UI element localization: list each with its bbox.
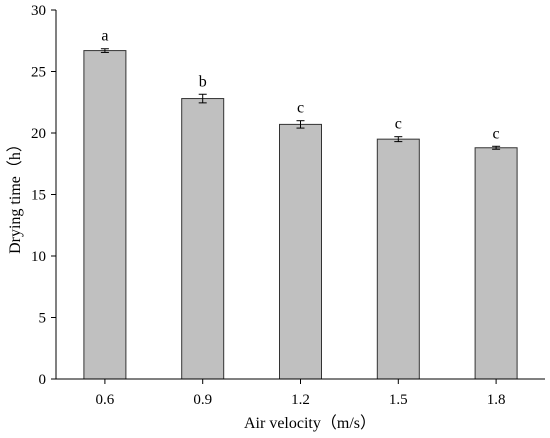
x-tick-label: 1.2 — [291, 392, 310, 408]
significance-label: b — [199, 73, 207, 90]
y-tick-label: 5 — [39, 311, 47, 327]
error-bars-layer — [100, 48, 501, 150]
y-tick-label: 0 — [39, 372, 47, 388]
y-tick-label: 15 — [31, 188, 46, 204]
significance-label: c — [493, 125, 500, 142]
y-tick-label: 10 — [31, 249, 46, 265]
bar — [279, 123, 322, 380]
significance-label: c — [297, 100, 304, 117]
axes-layer: 0.6 0.9 1.2 1.5 1.8 0 5 10 15 20 25 30 — [31, 3, 545, 408]
x-tick-label: 1.8 — [487, 392, 506, 408]
bar — [83, 50, 127, 380]
significance-label: c — [395, 116, 402, 133]
bar — [376, 138, 420, 380]
bar — [181, 98, 225, 380]
y-tick-label: 20 — [31, 126, 46, 142]
y-tick-label: 25 — [31, 65, 46, 81]
y-axis-label: Drying time（h） — [6, 136, 24, 254]
x-tick-label: 1.5 — [389, 392, 408, 408]
x-axis-label: Air velocity（m/s） — [244, 414, 376, 432]
y-tick-label: 30 — [31, 3, 46, 19]
x-tick-label: 0.9 — [193, 392, 212, 408]
bar — [474, 147, 518, 380]
significance-label: a — [101, 28, 108, 45]
x-tick-label: 0.6 — [96, 392, 115, 408]
significance-labels-layer: a b c c c — [101, 28, 499, 143]
